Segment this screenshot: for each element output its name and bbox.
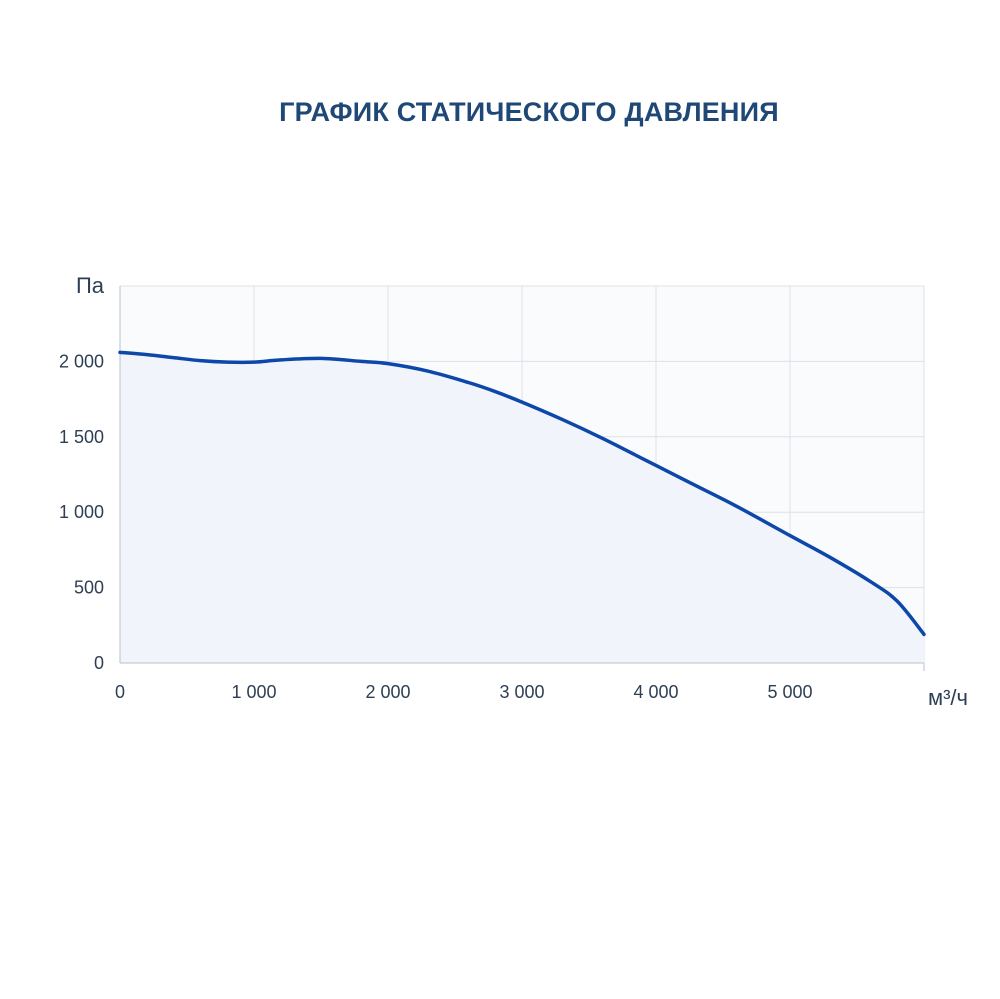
y-tick-label: 1 000 — [59, 502, 104, 522]
axes — [119, 286, 925, 671]
x-tick-label: 4 000 — [633, 682, 678, 702]
x-tick-label: 0 — [115, 682, 125, 702]
x-tick-label: 2 000 — [365, 682, 410, 702]
chart-title: ГРАФИК СТАТИЧЕСКОГО ДАВЛЕНИЯ — [279, 97, 779, 127]
y-tick-label: 1 500 — [59, 427, 104, 447]
y-tick-label: 2 000 — [59, 351, 104, 371]
x-tick-label: 1 000 — [231, 682, 276, 702]
y-axis-unit-label: Па — [76, 273, 105, 298]
pressure-curve-line — [118, 350, 926, 637]
x-tick-label: 5 000 — [767, 682, 812, 702]
y-tick-label: 0 — [94, 653, 104, 673]
x-tick-label: 3 000 — [499, 682, 544, 702]
area-fill — [120, 352, 924, 663]
y-tick-label: 500 — [74, 578, 104, 598]
x-axis-unit-label: м³/ч — [928, 685, 968, 710]
tick-labels: 0 1 000 2 000 3 000 4 000 5 000 0 500 1 000 1 500… — [59, 351, 813, 702]
